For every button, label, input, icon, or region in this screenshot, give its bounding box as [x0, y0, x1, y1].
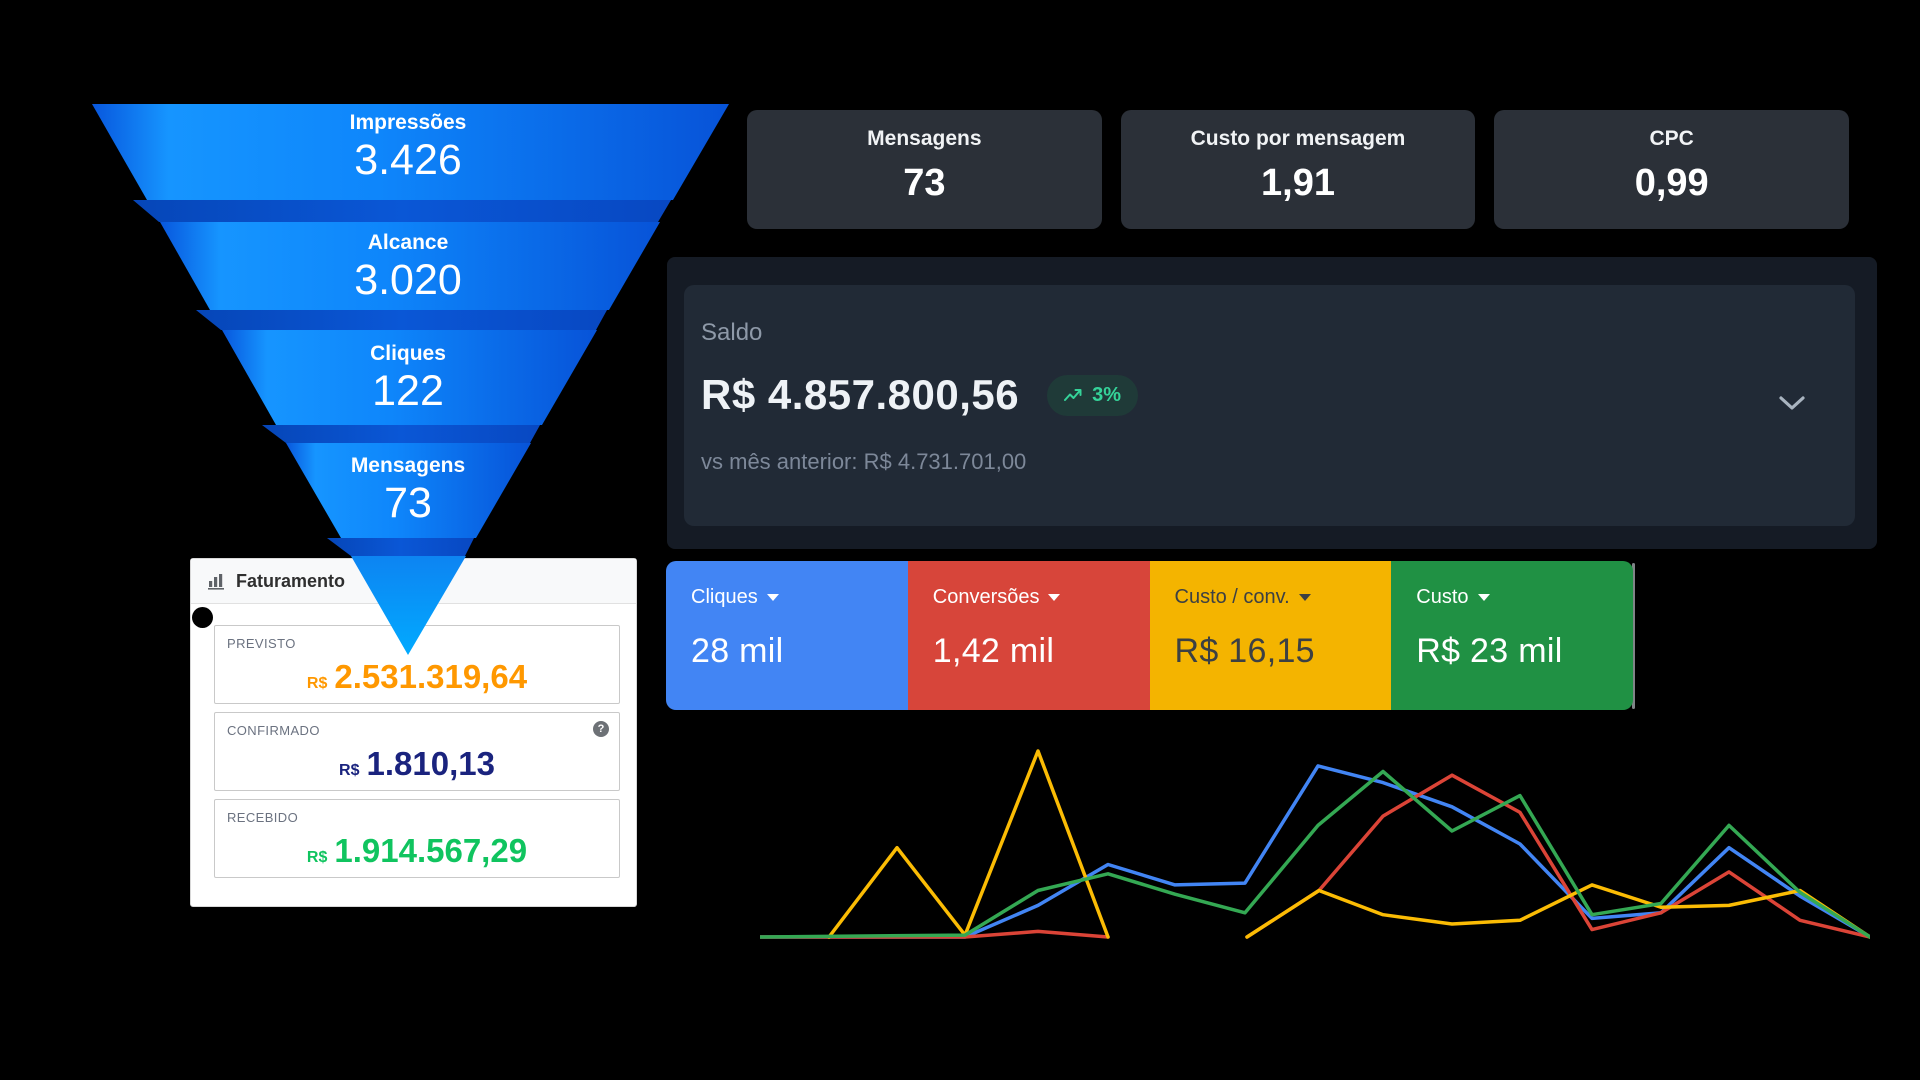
kpi-label: CPC [1649, 127, 1694, 150]
ads-metric-cliques[interactable]: Cliques 28 mil [666, 561, 908, 710]
kpi-value: 73 [903, 162, 946, 204]
chevron-down-icon[interactable] [1778, 395, 1806, 411]
funnel-stage-value: 73 [384, 479, 432, 527]
saldo-card: Saldo R$ 4.857.800,56 3% vs mês anterior… [684, 285, 1855, 526]
kpi-card-mensagens: Mensagens 73 [747, 110, 1102, 229]
line-series-cliques [760, 764, 1870, 939]
funnel-fold-icon [327, 538, 474, 556]
ads-metric-row: Cliques 28 mil Conversões 1,42 mil Custo… [666, 561, 1633, 710]
ads-line-chart [760, 749, 1870, 939]
faturamento-row-value: 1.914.567,29 [334, 832, 528, 869]
faturamento-title: Faturamento [236, 570, 346, 591]
line-series-custo-conv- [1245, 883, 1870, 939]
funnel-stage-label: Cliques [370, 342, 446, 365]
dropdown-caret-icon[interactable] [766, 594, 779, 601]
ads-metric-value: 28 mil [691, 632, 784, 670]
funnel-segment-cliques [222, 330, 597, 425]
funnel-stage-mensagens: Mensagens 73 [351, 453, 465, 527]
kpi-label: Custo por mensagem [1190, 127, 1406, 150]
kpi-card-cpc: CPC 0,99 [1494, 110, 1850, 229]
trending-up-icon [1064, 388, 1082, 401]
faturamento-row-confirmado: CONFIRMADO ? R$ 1.810,13 [214, 712, 620, 791]
ads-metric-value: 1,42 mil [932, 632, 1055, 670]
faturamento-row-recebido: RECEBIDO R$ 1.914.567,29 [214, 799, 620, 878]
kpi-value: 0,99 [1634, 162, 1709, 204]
kpi-label: Mensagens [867, 127, 982, 150]
funnel-stage-label: Mensagens [350, 454, 466, 477]
dropdown-caret-icon[interactable] [1298, 594, 1311, 601]
funnel-fold-icon [262, 425, 540, 443]
currency-prefix: R$ [306, 849, 328, 866]
currency-prefix: R$ [339, 762, 360, 779]
funnel-stage-label: Alcance [367, 231, 449, 254]
funnel-fold-icon [133, 200, 671, 222]
line-series-custo-conv- [827, 749, 1110, 939]
ads-metric-custo-conv[interactable]: Custo / conv. R$ 16,15 [1149, 561, 1392, 710]
saldo-delta: 3% [1092, 383, 1121, 406]
funnel-segment-mensagens [286, 443, 531, 538]
saldo-panel: Saldo R$ 4.857.800,56 3% vs mês anterior… [667, 257, 1877, 549]
funnel-segment-impressoes [92, 104, 729, 200]
dropdown-caret-icon[interactable] [1477, 594, 1490, 601]
faturamento-row-label: CONFIRMADO [227, 723, 320, 738]
ads-metric-label: Cliques [691, 586, 758, 608]
ads-metric-value: R$ 16,15 [1174, 632, 1315, 670]
ads-metric-label: Conversões [932, 586, 1040, 608]
ads-metric-conversoes[interactable]: Conversões 1,42 mil [907, 561, 1150, 710]
funnel-fold-icon [196, 310, 607, 330]
ads-metric-label: Custo [1416, 586, 1469, 608]
black-dot [192, 607, 213, 628]
scrollbar[interactable] [1632, 563, 1635, 709]
saldo-label: Saldo [701, 319, 763, 346]
bar-chart-icon [208, 573, 224, 590]
saldo-value: R$ 4.857.800,56 [701, 371, 1020, 418]
saldo-comparison: vs mês anterior: R$ 4.731.701,00 [701, 449, 1027, 474]
funnel-stage-label: Impressões [349, 111, 467, 134]
line-series-convers-es [1245, 773, 1870, 939]
kpi-card-row: Mensagens 73 Custo por mensagem 1,91 CPC… [747, 110, 1850, 229]
ads-metric-custo[interactable]: Custo R$ 23 mil [1391, 561, 1633, 710]
funnel-chart [92, 104, 729, 655]
kpi-card-custo-por-mensagem: Custo por mensagem 1,91 [1120, 110, 1476, 229]
funnel-stage-value: 3.020 [354, 256, 462, 304]
faturamento-row-label: RECEBIDO [227, 810, 299, 825]
funnel-tip [351, 556, 466, 655]
currency-prefix: R$ [306, 675, 328, 692]
line-series-custo [760, 769, 1870, 939]
funnel-stage-alcance: Alcance 3.020 [354, 230, 462, 304]
funnel-stage-cliques: Cliques 122 [370, 341, 446, 415]
saldo-trend-badge: 3% [1047, 374, 1138, 416]
funnel-stage-impressoes: Impressões 3.426 [350, 110, 467, 184]
faturamento-row-value: 2.531.319,64 [334, 658, 528, 695]
funnel-stage-value: 3.426 [354, 136, 462, 184]
kpi-value: 1,91 [1261, 162, 1335, 204]
funnel-segment-alcance [160, 222, 660, 310]
ads-metric-label: Custo / conv. [1174, 586, 1290, 608]
faturamento-row-label: PREVISTO [227, 636, 296, 651]
help-icon[interactable]: ? [593, 721, 609, 737]
funnel-stage-value: 122 [372, 367, 444, 415]
dropdown-caret-icon[interactable] [1048, 594, 1061, 601]
faturamento-row-value: 1.810,13 [366, 745, 495, 782]
ads-metric-value: R$ 23 mil [1416, 632, 1563, 670]
